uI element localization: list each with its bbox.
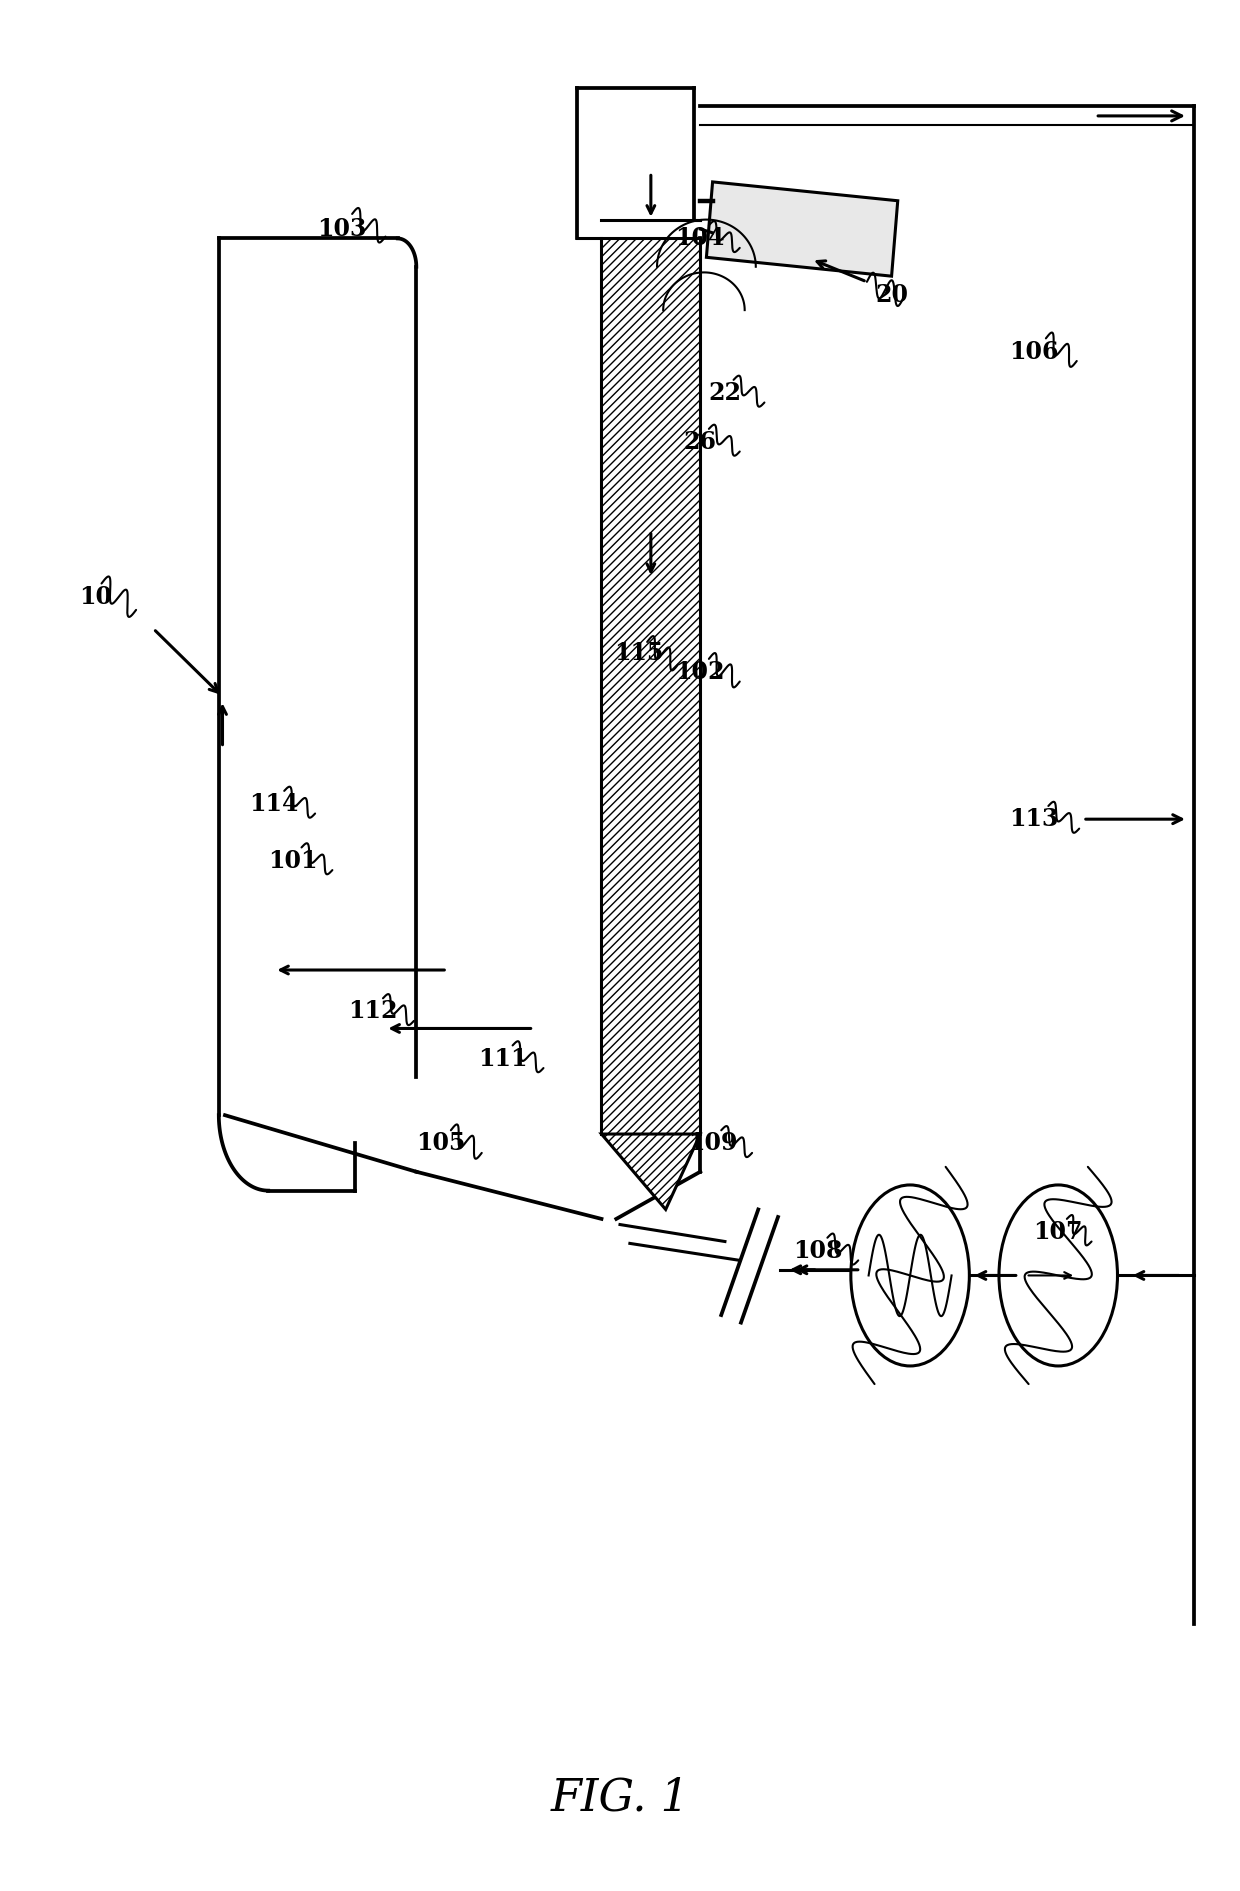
Text: 26: 26 [683, 429, 717, 454]
Text: 101: 101 [268, 849, 317, 872]
Text: 111: 111 [477, 1046, 527, 1070]
Text: 106: 106 [1009, 340, 1058, 363]
Text: 20: 20 [875, 284, 908, 306]
Text: FIG. 1: FIG. 1 [551, 1776, 689, 1819]
Circle shape [851, 1186, 970, 1365]
Text: 115: 115 [614, 641, 663, 666]
Text: 104: 104 [676, 227, 725, 250]
Text: 22: 22 [708, 382, 742, 405]
Polygon shape [601, 238, 701, 1135]
Text: 113: 113 [1009, 807, 1058, 832]
Text: 10: 10 [79, 584, 112, 609]
Text: 102: 102 [676, 660, 725, 685]
Text: 103: 103 [317, 217, 367, 240]
Text: 107: 107 [1033, 1220, 1083, 1244]
Text: 114: 114 [249, 792, 299, 817]
Circle shape [999, 1186, 1117, 1365]
Text: 105: 105 [417, 1131, 466, 1155]
Polygon shape [707, 182, 898, 276]
Text: 108: 108 [792, 1239, 842, 1263]
Polygon shape [601, 1135, 701, 1210]
Text: 112: 112 [348, 1000, 398, 1023]
Text: 109: 109 [688, 1131, 738, 1155]
